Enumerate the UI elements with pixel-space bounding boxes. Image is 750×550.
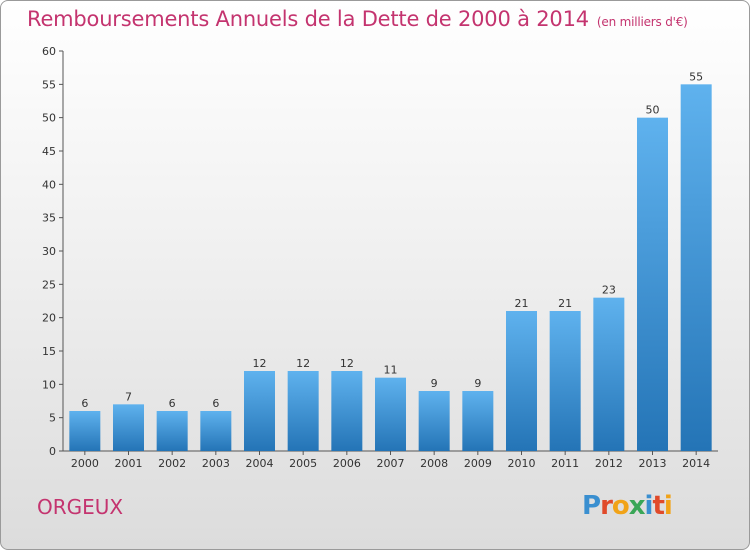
bar-2000 [69, 411, 101, 451]
data-label: 7 [125, 390, 132, 403]
x-tick-label: 2013 [639, 457, 667, 470]
x-tick-label: 2004 [246, 457, 274, 470]
chart-title-text: Remboursements Annuels de la Dette de 20… [27, 7, 589, 31]
x-tick-label: 2007 [377, 457, 405, 470]
commune-name: ORGEUX [37, 495, 124, 519]
data-label: 6 [212, 397, 219, 410]
bar-2004 [244, 371, 275, 451]
y-tick-label: 30 [42, 245, 56, 258]
bar-2012 [593, 297, 625, 451]
bar-2010 [506, 311, 537, 451]
bar-2001 [113, 404, 144, 451]
x-tick-label: 2012 [595, 457, 623, 470]
x-tick-label: 2009 [464, 457, 492, 470]
chart-title: Remboursements Annuels de la Dette de 20… [27, 7, 688, 31]
data-label: 50 [646, 104, 660, 117]
bar-2008 [418, 391, 450, 451]
data-label: 9 [431, 377, 438, 390]
x-tick-label: 2011 [551, 457, 579, 470]
y-tick-label: 25 [42, 278, 56, 291]
data-label: 21 [558, 297, 572, 310]
y-tick-label: 20 [42, 312, 56, 325]
y-tick-label: 60 [42, 45, 56, 58]
data-label: 55 [689, 70, 703, 83]
bar-2014 [680, 84, 712, 451]
data-label: 12 [340, 357, 354, 370]
bar-2013 [637, 117, 668, 452]
proxiti-logo: Proxiti [582, 491, 673, 521]
data-label: 12 [253, 357, 267, 370]
data-label: 11 [384, 364, 398, 377]
x-tick-label: 2001 [115, 457, 143, 470]
x-tick-label: 2010 [508, 457, 536, 470]
y-tick-label: 0 [49, 445, 56, 458]
bar-2005 [287, 371, 319, 451]
x-tick-label: 2002 [158, 457, 186, 470]
y-tick-label: 55 [42, 78, 56, 91]
x-tick-label: 2003 [202, 457, 230, 470]
bar-2011 [549, 311, 581, 451]
y-tick-label: 15 [42, 345, 56, 358]
data-label: 6 [81, 397, 88, 410]
x-tick-label: 2000 [71, 457, 99, 470]
data-label: 6 [169, 397, 176, 410]
bar-2003 [200, 411, 232, 451]
bar-2002 [156, 411, 188, 451]
y-tick-label: 35 [42, 212, 56, 225]
bar-2009 [462, 391, 494, 451]
chart-unit: (en milliers d'€) [596, 15, 688, 29]
y-tick-label: 45 [42, 145, 56, 158]
data-label: 23 [602, 284, 616, 297]
y-tick-label: 40 [42, 178, 56, 191]
data-label: 21 [515, 297, 529, 310]
bar-2006 [331, 371, 363, 451]
y-tick-label: 50 [42, 112, 56, 125]
data-label: 9 [474, 377, 481, 390]
data-label: 12 [296, 357, 310, 370]
y-tick-label: 10 [42, 378, 56, 391]
x-tick-label: 2006 [333, 457, 361, 470]
bar-2007 [375, 377, 406, 451]
x-tick-label: 2014 [682, 457, 710, 470]
x-tick-label: 2005 [289, 457, 317, 470]
x-tick-label: 2008 [420, 457, 448, 470]
y-tick-label: 5 [49, 412, 56, 425]
